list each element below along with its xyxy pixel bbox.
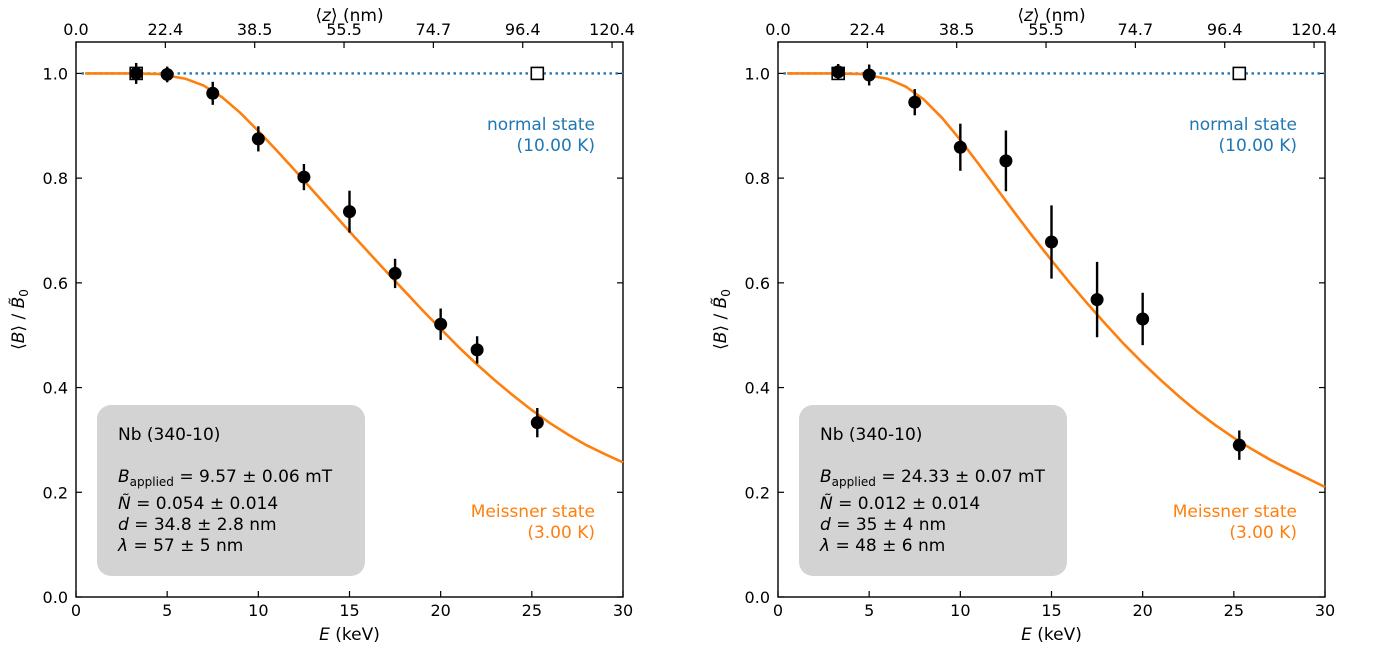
meissner-state-label: Meissner state xyxy=(471,502,595,522)
parameter-box xyxy=(799,405,1067,576)
meissner-state-temp: (3.00 K) xyxy=(527,523,595,543)
penetration-depth-value: λ = 48 ± 6 nm xyxy=(819,536,945,556)
x-tick-label: 25 xyxy=(522,601,542,620)
meissner-data-point xyxy=(160,67,174,81)
top-tick-label: 74.7 xyxy=(1118,20,1154,39)
x-tick-label: 30 xyxy=(1315,601,1335,620)
y-tick-label: 0.4 xyxy=(745,379,770,398)
meissner-data-point xyxy=(831,65,845,79)
top-tick-label: 120.4 xyxy=(1291,20,1337,39)
x-tick-label: 20 xyxy=(430,601,450,620)
meissner-data-point xyxy=(251,132,265,146)
meissner-data-point xyxy=(206,86,220,100)
top-tick-label: 55.5 xyxy=(1028,20,1064,39)
normal-state-marker xyxy=(530,66,545,81)
meissner-data-point xyxy=(1136,312,1150,326)
y-tick-label: 0.8 xyxy=(43,169,68,188)
y-axis-title: ⟨B⟩ / B̃0 xyxy=(710,289,733,350)
top-tick-label: 55.5 xyxy=(326,20,362,39)
x-tick-label: 0 xyxy=(71,601,81,620)
y-tick-label: 0.0 xyxy=(43,588,68,607)
x-tick-label: 10 xyxy=(248,601,268,620)
normal-state-label: normal state xyxy=(1189,115,1297,135)
meissner-data-point xyxy=(434,317,448,331)
top-tick-label: 22.4 xyxy=(850,20,886,39)
x-tick-label: 5 xyxy=(162,601,172,620)
n-tilde-value: Ñ = 0.054 ± 0.014 xyxy=(118,492,278,514)
thickness-value: d = 35 ± 4 nm xyxy=(820,515,946,535)
x-tick-label: 25 xyxy=(1224,601,1244,620)
meissner-data-point xyxy=(129,66,143,80)
meissner-data-point xyxy=(530,416,544,430)
b-applied-value: Bapplied = 24.33 ± 0.07 mT xyxy=(820,467,1046,489)
x-tick-label: 30 xyxy=(613,601,633,620)
thickness-value: d = 34.8 ± 2.8 nm xyxy=(118,515,277,535)
top-axis-title: ⟨z⟩ (nm) xyxy=(315,6,383,26)
normal-state-label: normal state xyxy=(487,115,595,135)
normal-state-marker xyxy=(1232,66,1247,81)
top-axis-title: ⟨z⟩ (nm) xyxy=(1017,6,1085,26)
x-tick-label: 15 xyxy=(1041,601,1061,620)
x-tick-label: 0 xyxy=(773,601,783,620)
penetration-depth-value: λ = 57 ± 5 nm xyxy=(117,536,243,556)
top-tick-label: 0.0 xyxy=(63,20,88,39)
meissner-data-point xyxy=(343,205,356,219)
panel-left: 0 5 10 15 20 25 30 0.0 22.4 38.5 55.5 74.7 96.4 120.4… xyxy=(8,6,635,645)
normal-state-temp: (10.00 K) xyxy=(517,136,595,156)
x-axis-title: E (keV) xyxy=(319,625,380,645)
y-tick-label: 0.2 xyxy=(43,483,68,502)
meissner-data-point xyxy=(1232,438,1246,452)
meissner-state-label: Meissner state xyxy=(1173,502,1297,522)
meissner-data-point xyxy=(297,170,311,184)
sample-name: Nb (340-10) xyxy=(820,425,922,445)
y-tick-label: 0.6 xyxy=(745,274,770,293)
n-tilde-value: Ñ = 0.012 ± 0.014 xyxy=(820,492,980,514)
top-tick-label: 120.4 xyxy=(589,20,635,39)
x-tick-label: 20 xyxy=(1132,601,1152,620)
y-tick-label: 0.8 xyxy=(745,169,770,188)
y-tick-label: 0.4 xyxy=(43,379,68,398)
y-tick-label: 1.0 xyxy=(745,64,770,83)
x-tick-label: 15 xyxy=(339,601,359,620)
meissner-data-point xyxy=(908,95,922,109)
meissner-data-point xyxy=(1090,293,1104,307)
meissner-data-point xyxy=(953,140,967,154)
normal-state-temp: (10.00 K) xyxy=(1219,136,1297,156)
y-tick-label: 0.6 xyxy=(43,274,68,293)
top-tick-label: 74.7 xyxy=(416,20,452,39)
parameter-box xyxy=(97,405,365,576)
meissner-data-point xyxy=(1045,235,1058,249)
x-tick-label: 5 xyxy=(864,601,874,620)
meissner-data-point xyxy=(862,68,876,82)
panel-right: 0 5 10 15 20 25 30 0.0 22.4 38.5 55.5 74.7 96.4 120.4… xyxy=(710,6,1337,645)
sample-name: Nb (340-10) xyxy=(118,425,220,445)
b-applied-value: Bapplied = 9.57 ± 0.06 mT xyxy=(118,467,333,489)
x-tick-label: 10 xyxy=(950,601,970,620)
y-axis-title: ⟨B⟩ / B̃0 xyxy=(8,289,31,350)
top-tick-label: 96.4 xyxy=(1207,20,1243,39)
top-tick-label: 38.5 xyxy=(939,20,975,39)
y-tick-label: 0.2 xyxy=(745,483,770,502)
x-axis-title: E (keV) xyxy=(1021,625,1082,645)
meissner-data-point xyxy=(388,266,402,280)
y-tick-label: 0.0 xyxy=(745,588,770,607)
meissner-data-point xyxy=(470,343,484,357)
y-tick-label: 1.0 xyxy=(43,64,68,83)
meissner-data-point xyxy=(999,154,1013,168)
meissner-state-temp: (3.00 K) xyxy=(1229,523,1297,543)
top-tick-label: 22.4 xyxy=(148,20,184,39)
top-tick-label: 96.4 xyxy=(505,20,541,39)
top-tick-label: 38.5 xyxy=(237,20,273,39)
top-tick-label: 0.0 xyxy=(765,20,790,39)
